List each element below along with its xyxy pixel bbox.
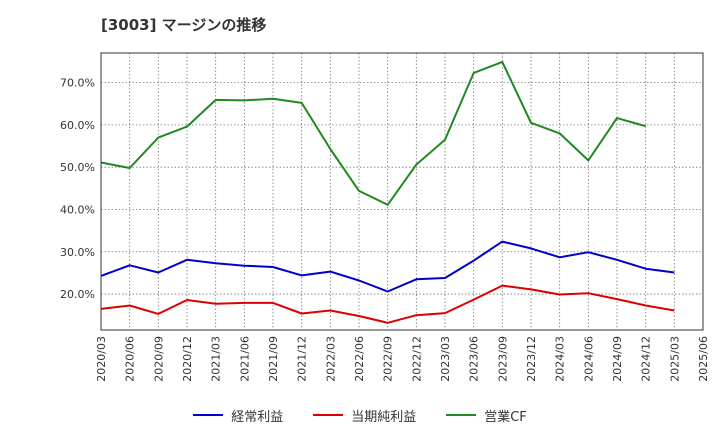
- x-tick-label: 2021/06: [238, 336, 251, 382]
- legend: 経常利益 当期純利益 営業CF: [0, 404, 720, 426]
- legend-swatch: [313, 414, 344, 416]
- grid-lines: [101, 53, 703, 330]
- legend-item: 営業CF: [446, 404, 527, 426]
- legend-swatch: [446, 414, 477, 416]
- x-tick-label: 2024/06: [582, 336, 595, 382]
- legend-label: 当期純利益: [351, 409, 417, 425]
- series-line-2: [100, 60, 646, 206]
- x-tick-label: 2024/03: [554, 336, 567, 382]
- legend-item: 当期純利益: [313, 404, 416, 426]
- x-tick-label: 2022/12: [410, 336, 423, 382]
- x-tick-label: 2023/09: [496, 336, 509, 382]
- x-tick-label: 2020/06: [124, 336, 137, 382]
- x-tick-label: 2023/03: [439, 336, 452, 382]
- y-tick-label: 40.0%: [60, 203, 95, 216]
- x-tick-label: 2020/12: [181, 336, 194, 382]
- plot-frame: [100, 52, 704, 331]
- x-tick-label: 2025/06: [697, 336, 710, 382]
- x-tick-label: 2020/09: [152, 336, 165, 382]
- x-tick-label: 2022/09: [382, 336, 395, 382]
- x-tick-label: 2023/06: [468, 336, 481, 382]
- series-lines: [100, 60, 675, 324]
- x-tick-label: 2020/03: [95, 336, 108, 382]
- series-line-1: [100, 284, 675, 324]
- y-tick-label: 30.0%: [60, 246, 95, 259]
- x-tick-label: 2024/12: [640, 336, 653, 382]
- x-tick-label: 2025/03: [668, 336, 681, 382]
- y-tick-label: 70.0%: [60, 77, 95, 90]
- x-tick-label: 2024/09: [611, 336, 624, 382]
- legend-item: 経常利益: [193, 404, 283, 426]
- y-axis-ticks: 20.0% 30.0% 40.0% 50.0% 60.0% 70.0%: [60, 77, 95, 301]
- x-axis-ticks: 2020/03 2020/06 2020/09 2020/12 2021/03 2021/…: [95, 336, 710, 382]
- legend-swatch: [193, 414, 224, 416]
- y-tick-label: 50.0%: [60, 161, 95, 174]
- legend-label: 経常利益: [231, 409, 284, 425]
- x-tick-label: 2022/03: [324, 336, 337, 382]
- x-tick-label: 2023/12: [525, 336, 538, 382]
- chart-title: [3003] マージンの推移: [101, 16, 267, 34]
- series-line-0: [100, 240, 675, 293]
- x-tick-label: 2021/09: [267, 336, 280, 382]
- y-tick-label: 20.0%: [60, 288, 95, 301]
- legend-label: 営業CF: [484, 409, 527, 425]
- x-tick-label: 2021/03: [210, 336, 223, 382]
- x-tick-label: 2022/06: [353, 336, 366, 382]
- y-tick-label: 60.0%: [60, 119, 95, 132]
- x-tick-label: 2021/12: [296, 336, 309, 382]
